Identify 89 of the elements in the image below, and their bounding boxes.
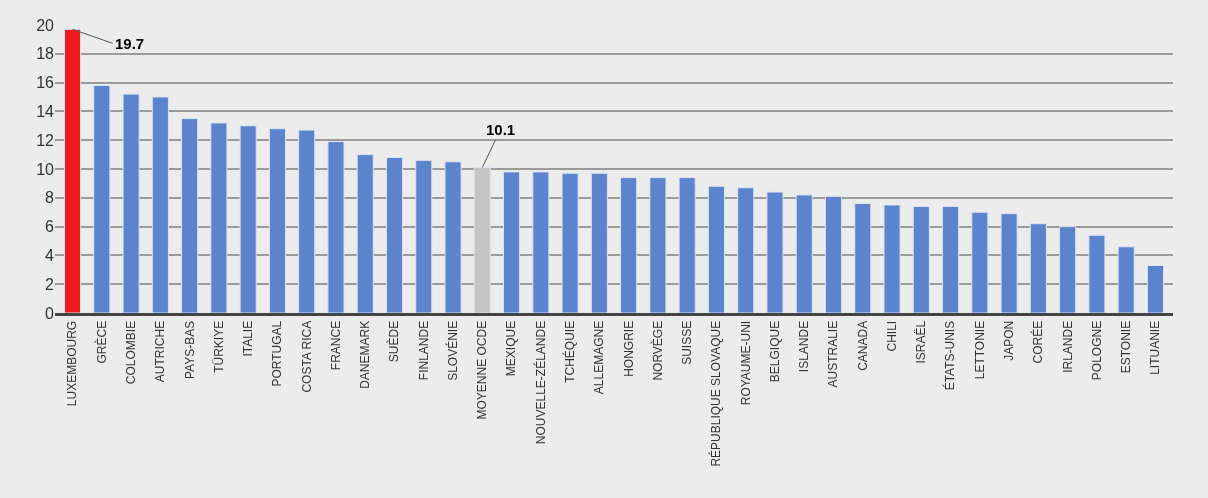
bar — [268, 128, 286, 313]
x-tick-label: RÉPUBLIQUE SLOVAQUE — [708, 320, 724, 467]
x-tick-label: DANEMARK — [358, 320, 373, 389]
x-tick-label: ROYAUME-UNI — [738, 320, 753, 406]
bar — [415, 159, 433, 313]
y-tick-label: 0 — [45, 304, 55, 322]
x-tick-label: ESTONIE — [1119, 320, 1134, 374]
x-tick-label: LUXEMBOURG — [65, 320, 80, 407]
x-tick-label: COSTA RICA — [299, 320, 314, 393]
bar — [122, 93, 140, 313]
y-tick-label: 14 — [36, 103, 55, 120]
y-tick-label: 12 — [36, 131, 55, 149]
x-tick-label: PORTUGAL — [270, 320, 285, 387]
bar — [1117, 246, 1135, 313]
bar — [298, 129, 316, 313]
bar — [766, 191, 784, 313]
bar — [327, 141, 345, 313]
bar — [503, 171, 521, 313]
x-tick-label: BELGIQUE — [767, 320, 782, 383]
bar — [971, 211, 989, 313]
data-label: 10.1 — [486, 121, 516, 138]
x-tick-label: CORÉE — [1030, 320, 1046, 364]
bar — [590, 172, 608, 313]
bar — [707, 185, 725, 313]
bar — [210, 122, 228, 313]
bar — [795, 194, 813, 313]
bar — [1000, 213, 1018, 313]
y-tick-label: 10 — [36, 160, 55, 178]
y-tick-label: 8 — [45, 189, 55, 207]
y-tick-label: 6 — [45, 218, 55, 236]
bar — [473, 167, 491, 313]
x-tick-label: SLOVÉNIE — [444, 320, 460, 381]
x-tick-label: TÜRKIYE — [211, 320, 226, 373]
bar — [385, 156, 404, 313]
x-tick-label: AUSTRALIE — [826, 320, 841, 388]
bar — [151, 96, 169, 313]
x-tick-label: ISLANDE — [797, 320, 812, 373]
bar — [942, 205, 960, 313]
x-tick-label: SUÈDE — [386, 320, 402, 363]
bar — [444, 161, 462, 313]
x-tick-label: FRANCE — [328, 320, 343, 371]
bar — [356, 154, 374, 313]
x-tick-label: TCHÉQUIE — [562, 320, 577, 383]
bar — [912, 205, 930, 313]
bar — [239, 125, 257, 313]
x-tick-label: ÉTATS-UNIS — [942, 320, 958, 391]
bar — [1029, 223, 1047, 313]
bar — [824, 195, 843, 313]
x-tick-label: ITALIE — [241, 320, 256, 357]
bar — [93, 84, 111, 313]
x-tick-label: PAYS-BAS — [182, 320, 197, 380]
bar — [181, 118, 199, 313]
x-tick-label: ISRAËL — [914, 320, 929, 364]
x-tick-label: NOUVELLE-ZÉLANDE — [532, 320, 548, 445]
bar — [854, 203, 872, 313]
y-tick-label: 18 — [36, 45, 55, 63]
bar — [737, 187, 755, 313]
x-tick-label: MOYENNE OCDE — [475, 320, 490, 420]
bar — [1088, 234, 1106, 313]
x-tick-label: COLOMBIE — [123, 320, 138, 385]
bar — [620, 177, 638, 313]
x-tick-label: LITUANIE — [1148, 320, 1163, 375]
x-tick-label: CANADA — [855, 320, 870, 371]
data-label: 19.7 — [115, 35, 145, 52]
x-tick-label: LETTONIE — [972, 320, 987, 380]
x-tick-label: AUTRICHE — [153, 320, 168, 383]
y-tick-label: 20 — [36, 16, 55, 34]
x-tick-label: GRÈCE — [93, 320, 109, 364]
x-tick-label: IRLANDE — [1060, 320, 1075, 373]
bar — [678, 177, 696, 313]
bar — [649, 177, 667, 313]
bar — [1059, 226, 1077, 313]
bar — [883, 204, 901, 313]
x-tick-label: POLOGNE — [1089, 320, 1104, 381]
bar — [532, 171, 550, 313]
x-tick-label: FINLANDE — [416, 320, 431, 381]
bar — [561, 172, 579, 313]
y-tick-label: 4 — [45, 247, 55, 264]
x-tick-label: ALLEMAGNE — [592, 320, 607, 395]
x-tick-label: SUISSE — [680, 320, 695, 365]
x-tick-label: NORVÈGE — [649, 320, 665, 381]
x-tick-label: CHILI — [884, 320, 899, 352]
bar — [64, 28, 82, 313]
x-tick-label: HONGRIE — [621, 320, 636, 377]
x-tick-label: MEXIQUE — [504, 320, 519, 377]
y-tick-label: 2 — [45, 275, 55, 293]
bar — [1146, 264, 1164, 313]
y-tick-label: 16 — [36, 74, 55, 92]
x-tick-label: JAPON — [1002, 320, 1016, 361]
